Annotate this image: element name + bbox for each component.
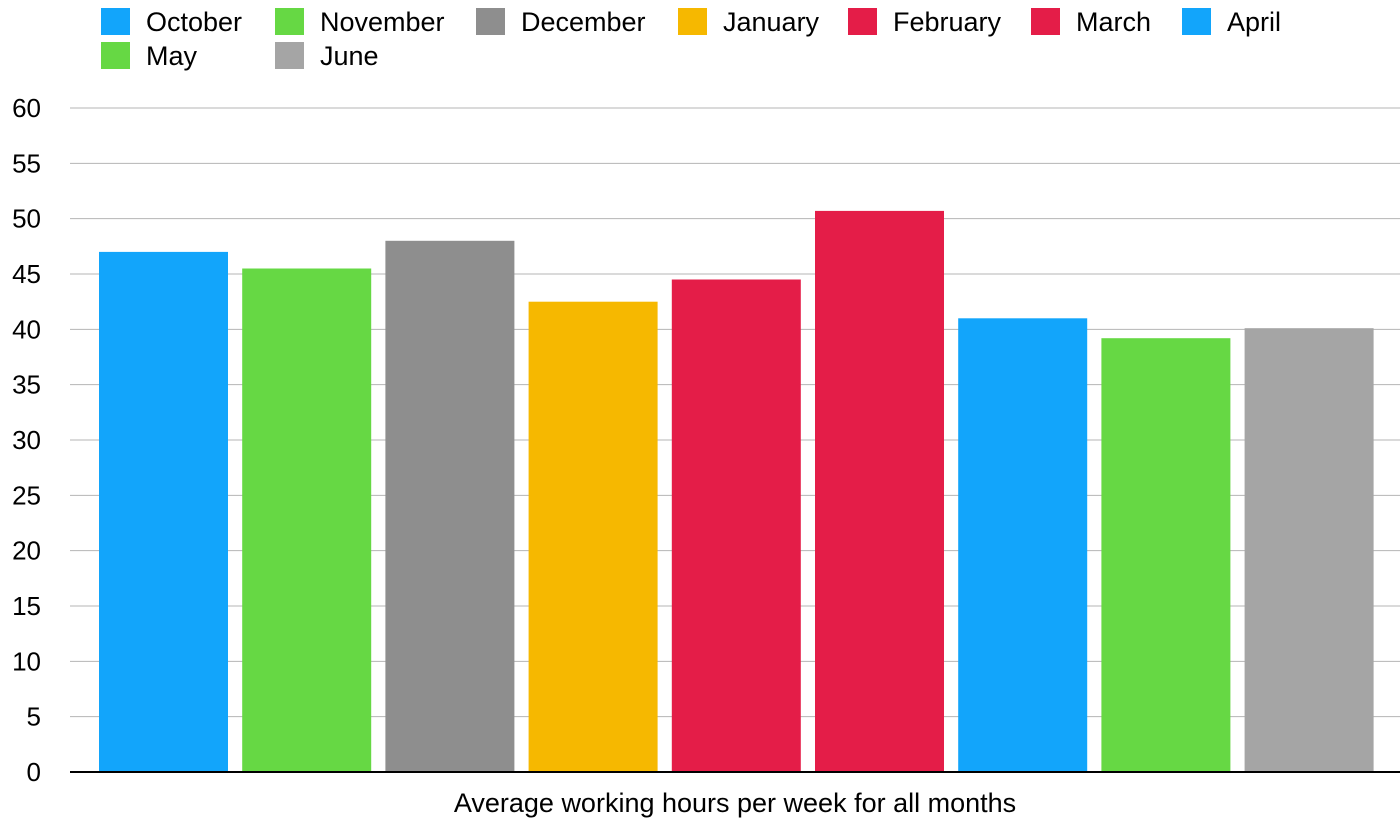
y-tick-label-45: 45: [12, 259, 41, 289]
y-tick-label-10: 10: [12, 646, 41, 676]
legend-item-april[interactable]: April: [1182, 7, 1281, 37]
legend-item-november[interactable]: November: [275, 7, 445, 37]
legend-swatch-april: [1182, 8, 1211, 35]
y-tick-label-35: 35: [12, 370, 41, 400]
legend-swatch-october: [101, 8, 130, 35]
legend-item-october[interactable]: October: [101, 7, 242, 37]
legend-label-november: November: [320, 7, 445, 37]
legend-label-may: May: [146, 41, 198, 71]
bar-october[interactable]: [99, 251, 228, 772]
legend-item-may[interactable]: May: [101, 41, 198, 71]
y-tick-label-25: 25: [12, 480, 41, 510]
legend-item-march[interactable]: March: [1031, 7, 1151, 37]
y-tick-label-40: 40: [12, 314, 41, 344]
legend-label-december: December: [521, 7, 646, 37]
y-tick-label-30: 30: [12, 425, 41, 455]
legend-label-january: January: [723, 7, 820, 37]
legend-item-december[interactable]: December: [476, 7, 646, 37]
legend-label-february: February: [893, 7, 1002, 37]
legend-swatch-february: [848, 8, 877, 35]
bar-december[interactable]: [385, 240, 515, 773]
y-tick-label-55: 55: [12, 148, 41, 178]
legend-swatch-may: [101, 42, 130, 69]
legend-item-february[interactable]: February: [848, 7, 1002, 37]
legend-swatch-june: [275, 42, 304, 69]
legend-swatch-january: [678, 8, 707, 35]
y-tick-label-60: 60: [12, 93, 41, 123]
legend-item-january[interactable]: January: [678, 7, 820, 37]
bar-april[interactable]: [958, 318, 1088, 772]
legend-label-october: October: [146, 7, 242, 37]
legend-swatch-december: [476, 8, 505, 35]
y-tick-label-0: 0: [27, 757, 41, 787]
bar-february[interactable]: [671, 279, 801, 773]
y-tick-label-50: 50: [12, 204, 41, 234]
legend-swatch-march: [1031, 8, 1060, 35]
bar-may[interactable]: [1101, 338, 1231, 772]
bar-january[interactable]: [528, 301, 658, 772]
legend-label-april: April: [1227, 7, 1281, 37]
legend-swatch-november: [275, 8, 304, 35]
legend-label-june: June: [320, 41, 379, 71]
y-tick-label-20: 20: [12, 536, 41, 566]
y-axis-ticks: 0 5 10 15 20 25 30 35 40 45 50 55 60: [12, 93, 41, 787]
legend: October November December January February Ma…: [101, 7, 1281, 71]
legend-item-june[interactable]: June: [275, 41, 379, 71]
y-tick-label-5: 5: [27, 702, 41, 732]
bar-november[interactable]: [242, 268, 372, 773]
legend-label-march: March: [1076, 7, 1151, 37]
bar-june[interactable]: [1244, 328, 1374, 772]
x-axis-label: Average working hours per week for all m…: [454, 788, 1016, 818]
y-tick-label-15: 15: [12, 591, 41, 621]
bars: [99, 210, 1374, 773]
bar-march[interactable]: [815, 210, 944, 772]
